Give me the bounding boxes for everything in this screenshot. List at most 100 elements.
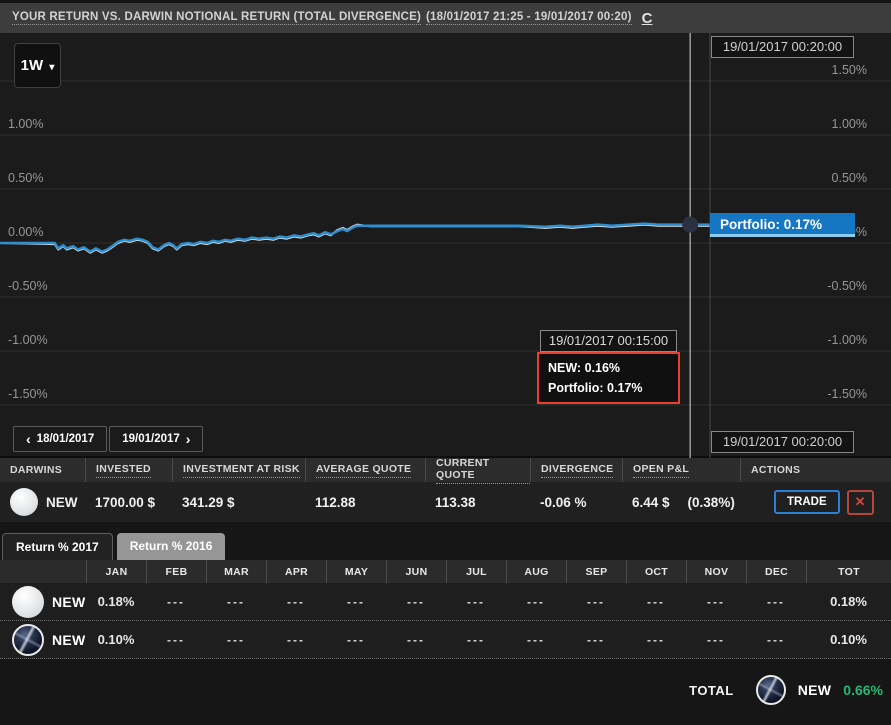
darwin-name: NEW: [46, 494, 78, 510]
monthly-returns-section: Return % 2017 Return % 2016 JAN FEB MAR APR…: [0, 523, 891, 705]
y-axis-label-left: -1.00%: [8, 333, 48, 347]
panel-header: YOUR RETURN VS. DARWIN NOTIONAL RETURN (…: [0, 0, 891, 33]
return-cell-aug: ---: [527, 632, 545, 647]
return-cell-mar: ---: [227, 594, 245, 609]
average-quote-cell: 112.88: [315, 494, 356, 510]
col-header-open-pl[interactable]: OPEN P&L: [622, 458, 740, 482]
positions-table: DARWINS INVESTED INVESTMENT AT RISK AVER…: [0, 457, 891, 523]
chevron-down-icon: ▾: [49, 62, 55, 73]
invested-cell: 1700.00 $: [95, 494, 156, 510]
investment-at-risk-cell: 341.29 $: [182, 494, 235, 510]
tab-return-2017[interactable]: Return % 2017: [2, 533, 113, 560]
col-header-average-quote[interactable]: AVERAGE QUOTE: [305, 458, 425, 482]
chart-canvas[interactable]: [0, 33, 891, 458]
total-row: TOTAL NEW 0.66%: [0, 675, 891, 705]
darwin-name-cell: NEW: [0, 583, 86, 620]
chevron-left-icon: ‹: [26, 431, 31, 447]
returns-tabs: Return % 2017 Return % 2016: [0, 533, 891, 560]
return-cell-apr: ---: [287, 594, 305, 609]
y-axis-label-right: -1.50%: [827, 387, 867, 401]
open-pl-amount: 6.44 $: [632, 494, 670, 510]
month-header-dec: DEC: [746, 560, 806, 583]
month-header-may: MAY: [326, 560, 386, 583]
col-header-darwins: DARWINS: [10, 464, 63, 476]
return-cell-sep: ---: [587, 594, 605, 609]
return-cell-aug: ---: [527, 594, 545, 609]
return-cell-oct: ---: [647, 632, 665, 647]
darwin-avatar: [12, 585, 44, 618]
total-return-value: 0.66%: [843, 682, 883, 698]
return-cell-apr: ---: [287, 632, 305, 647]
return-cell-nov: ---: [707, 632, 725, 647]
return-cell-oct: ---: [647, 594, 665, 609]
month-header-empty: [0, 560, 86, 583]
return-cell-feb: ---: [167, 632, 185, 647]
close-position-button[interactable]: ✕: [846, 489, 874, 515]
y-axis-label-right: -0.50%: [827, 279, 867, 293]
darwin-name-cell[interactable]: NEW: [0, 482, 85, 522]
return-row: NEW 0.10% --- --- --- --- --- --- --- --- --- --- --…: [0, 621, 891, 659]
tab-return-2016[interactable]: Return % 2016: [116, 533, 226, 560]
month-header-mar: MAR: [206, 560, 266, 583]
series-portfolio-line: [0, 222, 712, 253]
darwin-name-cell: NEW: [0, 621, 86, 658]
open-pl-percent: (0.38%): [687, 494, 735, 510]
portfolio-value-label: Portfolio: 0.17%: [710, 212, 855, 237]
refresh-icon[interactable]: C: [641, 9, 653, 27]
month-header-tot: TOT: [806, 560, 891, 583]
chevron-right-icon: ›: [185, 431, 191, 447]
return-cell-dec: ---: [767, 594, 785, 609]
month-header-aug: AUG: [506, 560, 566, 583]
prev-date-label: 18/01/2017: [36, 433, 95, 445]
darwin-avatar: [755, 675, 786, 705]
col-header-divergence[interactable]: DIVERGENCE: [530, 458, 622, 482]
y-axis-label-left: 0.50%: [8, 171, 44, 185]
total-label: TOTAL: [689, 682, 734, 698]
y-axis-label-right: 0.50%: [831, 171, 867, 185]
date-navigation: ‹ 18/01/2017 19/01/2017 ›: [13, 426, 204, 452]
panel-period: (18/01/2017 21:25 - 19/01/2017 00:20): [426, 11, 632, 25]
col-header-invested[interactable]: INVESTED: [85, 458, 172, 482]
next-date-button[interactable]: 19/01/2017 ›: [109, 426, 204, 452]
month-header-jan: JAN: [86, 560, 146, 583]
col-header-investment-at-risk[interactable]: INVESTMENT AT RISK: [172, 458, 305, 482]
timeframe-selector[interactable]: 1W ▾: [14, 43, 61, 88]
tooltip-portfolio-value: Portfolio: 0.17%: [548, 381, 643, 395]
timeframe-label: 1W: [20, 57, 44, 74]
month-header-row: JAN FEB MAR APR MAY JUN JUL AUG SEP OCT NOV DEC TOT: [0, 560, 891, 583]
y-axis-label-right: 1.00%: [831, 117, 867, 131]
month-header-jun: JUN: [386, 560, 446, 583]
return-cell-total: 0.18%: [830, 594, 867, 609]
month-header-oct: OCT: [626, 560, 686, 583]
positions-header-row: DARWINS INVESTED INVESTMENT AT RISK AVER…: [0, 457, 891, 484]
month-header-nov: NOV: [686, 560, 746, 583]
tooltip-date: 19/01/2017 00:15:00: [540, 330, 677, 352]
y-axis-label-right: 1.50%: [831, 63, 867, 77]
crosshair-time-top: 19/01/2017 00:20:00: [711, 36, 854, 58]
crosshair-dot: [682, 216, 699, 233]
return-cell-jul: ---: [467, 594, 485, 609]
return-cell-nov: ---: [707, 594, 725, 609]
position-row: NEW 1700.00 $ 341.29 $ 112.88 113.38 -0.…: [0, 482, 891, 523]
prev-date-button[interactable]: ‹ 18/01/2017: [13, 426, 108, 452]
y-axis-label-left: -0.50%: [8, 279, 48, 293]
total-darwin-name: NEW: [797, 682, 832, 698]
trade-button[interactable]: TRADE: [774, 490, 840, 514]
darwin-name: NEW: [52, 593, 86, 610]
return-cell-total: 0.10%: [830, 632, 867, 647]
divergence-cell: -0.06 %: [540, 494, 587, 510]
return-cell-may: ---: [347, 594, 365, 609]
close-icon: ✕: [854, 494, 866, 509]
return-cell-jan: 0.18%: [97, 594, 135, 609]
chart-tooltip: NEW: 0.16% Portfolio: 0.17%: [537, 352, 680, 404]
return-cell-jun: ---: [407, 594, 425, 609]
return-chart: 1W ▾ 19/01/2017 00:20:00 19/01/2017 00:2…: [0, 33, 891, 458]
monthly-returns-table: JAN FEB MAR APR MAY JUN JUL AUG SEP OCT NOV DEC TOT N…: [0, 560, 891, 659]
col-header-actions: ACTIONS: [740, 458, 891, 482]
col-header-current-quote[interactable]: CURRENT QUOTE: [425, 457, 530, 484]
month-header-sep: SEP: [566, 560, 626, 583]
return-cell-dec: ---: [767, 632, 785, 647]
month-header-apr: APR: [266, 560, 326, 583]
return-row: NEW 0.18% --- --- --- --- --- --- --- --- --- --- --…: [0, 583, 891, 621]
darwin-name: NEW: [52, 631, 86, 648]
